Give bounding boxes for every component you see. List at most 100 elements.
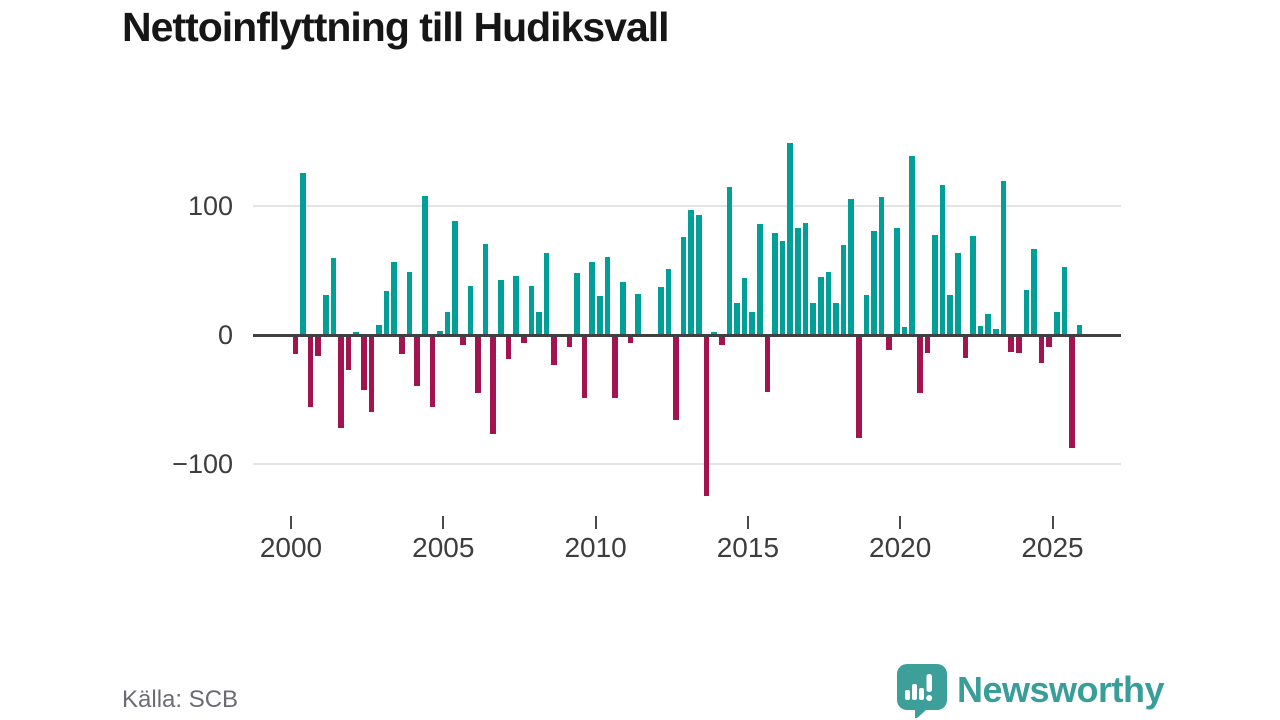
- bar: [330, 257, 337, 335]
- bar: [581, 335, 588, 398]
- bar: [734, 302, 740, 335]
- x-tick-mark: [1051, 516, 1054, 529]
- bar: [658, 287, 664, 335]
- bar: [718, 335, 725, 346]
- bar: [833, 302, 839, 335]
- bar: [604, 256, 611, 335]
- bar: [703, 335, 710, 496]
- bar: [810, 302, 816, 335]
- bar: [970, 235, 976, 335]
- bar: [429, 335, 436, 408]
- bar: [696, 215, 702, 335]
- bar: [779, 241, 786, 335]
- bar: [856, 335, 862, 438]
- bar: [368, 335, 375, 413]
- bar: [361, 335, 367, 391]
- bar: [993, 328, 999, 335]
- newsworthy-icon: [897, 664, 947, 718]
- bar: [566, 335, 573, 347]
- source-note: Källa: SCB: [122, 686, 239, 713]
- bar: [886, 335, 893, 351]
- bar: [1076, 324, 1083, 335]
- bar: [955, 252, 961, 335]
- bar: [467, 286, 474, 335]
- bar: [1000, 180, 1007, 335]
- bar: [848, 198, 854, 335]
- bar: [421, 196, 428, 335]
- bar: [1069, 335, 1075, 449]
- bar: [795, 228, 801, 335]
- bar: [589, 261, 596, 335]
- zero-axis-line: [253, 333, 1121, 337]
- bar: [1023, 289, 1030, 335]
- bar: [635, 293, 641, 335]
- bar: [665, 269, 672, 335]
- bar: [315, 335, 321, 356]
- bar: [520, 335, 527, 343]
- y-tick-label: −100: [172, 448, 233, 479]
- bar: [345, 335, 352, 370]
- bar: [490, 335, 497, 435]
- bar: [863, 295, 870, 335]
- bar: [399, 335, 405, 355]
- bar: [688, 210, 695, 335]
- x-tick-mark: [746, 516, 749, 529]
- bar: [757, 224, 763, 335]
- bar: [916, 335, 923, 393]
- bar: [482, 243, 489, 335]
- x-tick-label: 2005: [412, 532, 475, 563]
- bar: [772, 233, 778, 335]
- bar: [627, 335, 634, 343]
- x-tick-label: 2015: [716, 532, 780, 563]
- bar: [985, 314, 992, 335]
- bar: [475, 335, 481, 393]
- bar: [764, 335, 771, 392]
- bar: [460, 335, 466, 346]
- x-tick-mark: [899, 516, 902, 529]
- bar: [574, 273, 580, 335]
- bar: [307, 335, 314, 408]
- bar: [414, 335, 420, 387]
- bar: [1046, 335, 1052, 347]
- bar: [543, 252, 550, 335]
- bar: [962, 335, 969, 359]
- bar: [322, 295, 329, 335]
- y-tick-label: 0: [217, 320, 233, 350]
- bar: [878, 197, 885, 335]
- bar: [1054, 311, 1060, 335]
- bar: [817, 277, 824, 335]
- bar: [505, 335, 512, 360]
- bar: [444, 311, 451, 335]
- bar: [612, 335, 618, 398]
- bar: [1008, 335, 1014, 352]
- bar: [391, 261, 398, 335]
- bar: [840, 244, 847, 335]
- bar: [452, 220, 458, 335]
- bar: [551, 335, 557, 365]
- bar: [338, 335, 344, 428]
- bar: [939, 184, 946, 335]
- bar: [528, 286, 535, 335]
- bar: [977, 325, 984, 335]
- bar: [1031, 248, 1037, 335]
- x-tick-label: 2025: [1021, 532, 1084, 563]
- bar: [498, 279, 504, 335]
- x-tick-mark: [594, 516, 597, 529]
- bar: [383, 291, 390, 335]
- bar: [1038, 335, 1045, 364]
- bar: [901, 327, 908, 335]
- x-tick-label: 2000: [259, 532, 323, 563]
- bar: [802, 223, 809, 335]
- bar: [932, 234, 938, 335]
- bar: [513, 275, 519, 335]
- bar: [909, 156, 915, 335]
- x-tick-label: 2020: [869, 532, 932, 563]
- bar: [406, 271, 413, 335]
- bar: [947, 295, 953, 335]
- chart-title: Nettoinflyttning till Hudiksvall: [122, 4, 670, 50]
- bar: [1015, 335, 1022, 353]
- bar: [726, 187, 733, 335]
- x-tick-mark: [290, 516, 292, 529]
- bar: [825, 271, 832, 335]
